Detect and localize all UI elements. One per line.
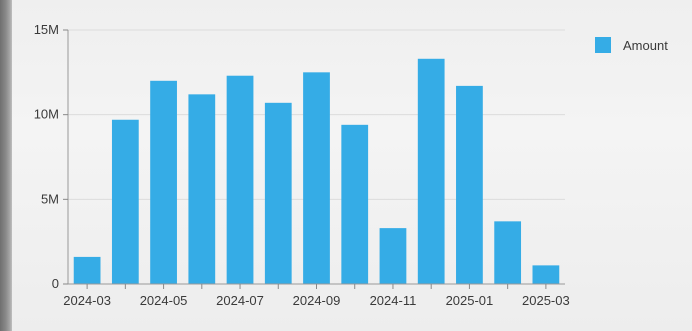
bar-2024-06[interactable] [188,94,216,284]
bar-2024-11[interactable] [379,228,407,284]
bar-2024-08[interactable] [264,102,292,285]
bar-2024-03[interactable] [73,256,101,284]
y-tick-label: 0 [52,276,59,291]
bar-2025-03[interactable] [532,265,560,284]
x-tick-label: 2024-07 [216,293,264,308]
bar-2024-05[interactable] [150,80,177,284]
y-tick-label: 5M [41,191,59,206]
x-tick-label: 2025-01 [446,293,494,308]
y-ticks: 0 5M 10M 15M [34,22,68,291]
bar-2025-01[interactable] [456,85,483,284]
bar-2024-12[interactable] [417,58,445,284]
legend-label[interactable]: Amount [623,38,668,53]
bar-2024-07[interactable] [226,75,254,284]
legend-swatch[interactable] [595,37,611,53]
bar-2024-04[interactable] [111,119,139,284]
legend[interactable]: Amount [595,37,668,53]
bar-2024-10[interactable] [341,124,369,285]
x-ticks: 2024-03 2024-05 2024-07 2024-09 2024-11 2025-… [63,284,570,308]
y-tick-label: 10M [34,107,59,122]
bar-2025-02[interactable] [494,221,522,284]
x-tick-label: 2025-03 [522,293,570,308]
x-tick-label: 2024-11 [370,293,417,308]
x-tick-label: 2024-09 [293,293,341,308]
bars [73,58,560,285]
x-tick-label: 2024-03 [63,293,111,308]
x-tick-label: 2024-05 [140,293,188,308]
y-tick-label: 15M [34,22,59,37]
bar-2024-09[interactable] [303,72,330,284]
